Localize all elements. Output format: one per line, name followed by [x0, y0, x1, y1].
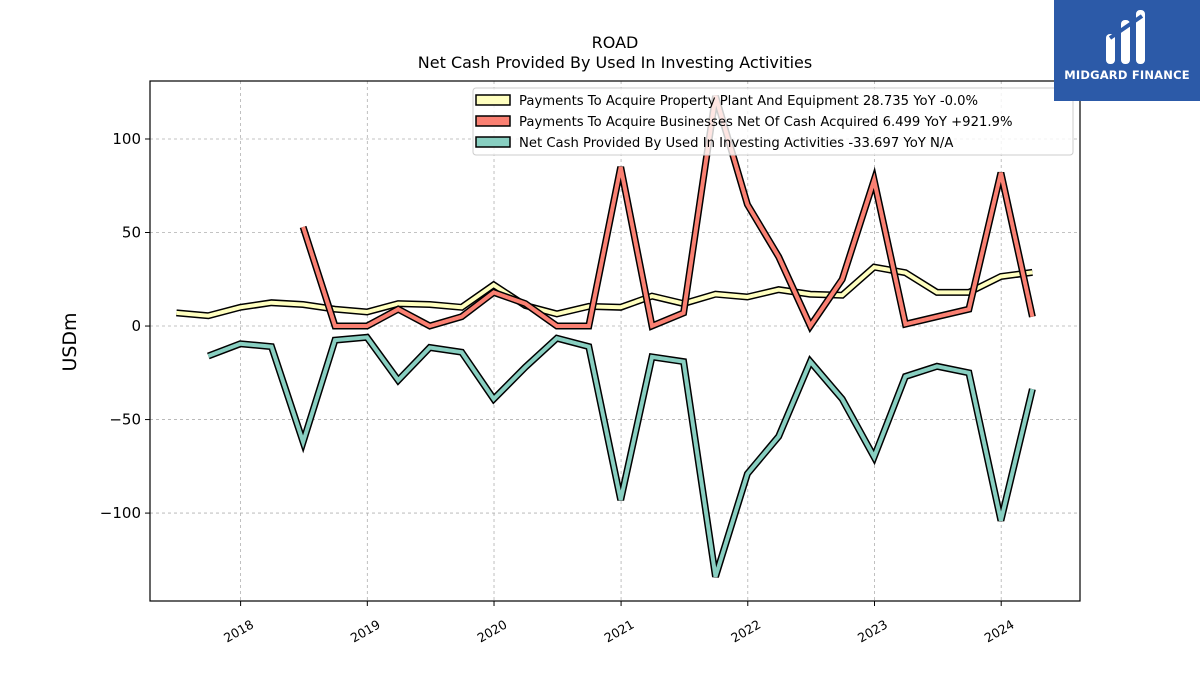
x-tick-label: 2023	[855, 617, 890, 646]
y-tick-label: −100	[100, 504, 141, 522]
legend-swatch	[475, 136, 511, 148]
series-line	[207, 335, 1035, 578]
legend-label: Payments To Acquire Property Plant And E…	[519, 94, 978, 109]
series-2	[299, 95, 1036, 334]
legend-label: Net Cash Provided By Used In Investing A…	[519, 136, 953, 151]
midgard-logo-icon	[1106, 10, 1145, 64]
y-axis: 100 50 0 −50 −100	[100, 130, 150, 522]
legend-swatch	[475, 115, 511, 127]
y-tick-label: −50	[109, 411, 141, 429]
legend-swatch	[475, 94, 511, 106]
grid-lines	[150, 81, 1080, 601]
series-line	[176, 264, 1033, 318]
x-tick-label: 2022	[728, 617, 763, 646]
plot-frame	[149, 80, 1081, 602]
series-layer	[176, 95, 1036, 578]
chart-title: ROAD	[592, 33, 639, 52]
x-tick-label: 2020	[474, 617, 509, 646]
series-3	[207, 333, 1036, 578]
y-tick-label: 50	[122, 224, 141, 242]
x-axis: 2018 2019 2020 2021 2022 2023 2024	[221, 601, 1017, 646]
legend-box	[472, 87, 1074, 156]
y-axis-label: USDm	[59, 312, 81, 371]
x-tick-label: 2021	[602, 617, 637, 646]
chart-subtitle: Net Cash Provided By Used In Investing A…	[418, 53, 812, 72]
brand-logo-text: MIDGARD FINANCE	[1064, 68, 1190, 82]
series-1	[176, 263, 1033, 320]
series-line	[301, 95, 1035, 331]
y-tick-label: 0	[131, 317, 141, 335]
y-tick-label: 100	[112, 130, 141, 148]
x-tick-label: 2024	[982, 617, 1017, 646]
x-tick-label: 2019	[348, 617, 383, 646]
legend-label: Payments To Acquire Businesses Net Of Ca…	[519, 115, 1012, 130]
x-tick-label: 2018	[221, 617, 256, 646]
brand-logo: MIDGARD FINANCE	[1054, 0, 1200, 101]
legend: Payments To Acquire Property Plant And E…	[472, 87, 1074, 156]
series-line-outline	[207, 333, 1036, 578]
